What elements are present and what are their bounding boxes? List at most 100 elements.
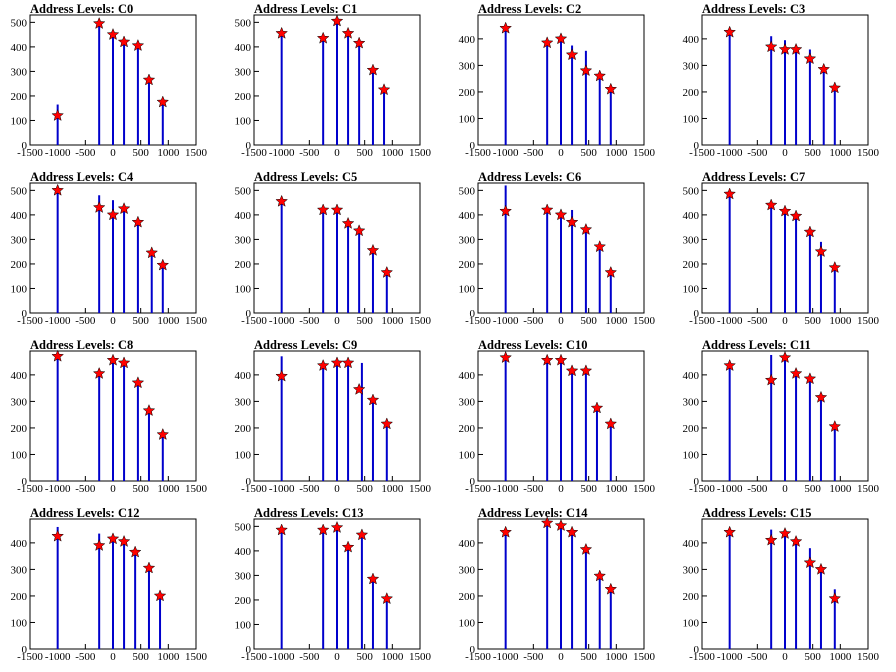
x-tick-label: -1500 [241,315,267,327]
histogram-bar [784,40,786,145]
peak-star-marker [352,224,366,237]
x-tick-label: 1500 [633,147,656,159]
histogram-bar [819,396,822,481]
peak-star-marker [366,572,380,585]
x-tick-label: 1500 [185,483,208,495]
x-tick-label: 500 [356,483,373,495]
y-tick-label: 400 [459,370,476,382]
peak-star-marker [156,95,170,108]
y-tick-label: 400 [683,538,700,550]
x-tick-label: -1000 [493,315,519,327]
histogram-bar [560,524,562,649]
x-tick-label: 500 [804,483,821,495]
histogram-bar [98,22,101,145]
peak-star-marker [814,390,828,403]
x-tick-label: 0 [782,483,788,495]
histogram-bar [358,41,361,145]
y-tick-label: 100 [459,113,476,125]
x-tick-label: 1500 [185,651,208,663]
peak-star-marker [330,14,344,27]
x-tick-label: 500 [132,483,149,495]
y-tick-label: 500 [11,185,28,197]
chart-panel: Address Levels: C6 0 100 200 300 400 500 -1500-… [448,168,672,336]
x-tick-label: 500 [804,651,821,663]
peak-star-marker [156,427,170,440]
y-tick-label: 400 [459,538,476,550]
histogram-bar [336,526,338,649]
peak-star-marker [106,27,120,41]
y-tick-label: 300 [11,396,28,408]
histogram-bar [584,369,587,481]
x-tick-label: 500 [356,147,373,159]
histogram-bar [808,377,811,481]
peak-star-marker [380,265,394,278]
chart-svg: Address Levels: C15 0 100 200 300 400 -1500 -10… [683,506,880,663]
x-tick-label: -1000 [717,651,743,663]
peak-star-marker [828,81,842,94]
histogram-bar [347,32,350,145]
histogram-bar [571,530,574,649]
x-tick-label: -1500 [241,147,267,159]
x-tick-label: 0 [110,147,116,159]
peak-star-marker [275,26,289,39]
x-tick-label: 1500 [857,651,880,663]
histogram-bar [322,37,325,145]
x-tick-label: 1000 [605,483,628,495]
x-tick-label: -500 [299,483,320,495]
y-tick-label: 400 [459,34,476,46]
x-tick-label: 0 [558,147,564,159]
x-tick-label: -500 [523,651,544,663]
histogram-bar [833,266,836,313]
y-tick-label: 200 [235,91,252,103]
histogram-bar [336,208,338,313]
y-tick-label: 400 [235,42,252,54]
y-tick-label: 100 [459,449,476,461]
chart-svg: Address Levels: C00100200300400500-1500-… [11,2,208,159]
histogram-bar [371,577,374,649]
histogram-bar [770,529,773,649]
chart-title: Address Levels: C12 [30,506,140,520]
histogram-bar [98,195,101,313]
peak-star-marker [828,419,842,433]
peak-star-marker [142,404,156,417]
x-tick-label: -1500 [689,315,715,327]
chart-svg: Address Levels: C11 0 100 200 300 400 -1500 -10… [683,338,880,495]
x-tick-label: 1500 [185,147,208,159]
x-tick-label: 0 [782,147,788,159]
histogram-bar [795,45,798,145]
x-tick-label: -1000 [269,651,295,663]
chart-svg: Address Levels: C10 0 100 200 300 400 -1500 -10… [459,338,656,495]
y-tick-label: 200 [683,591,700,603]
histogram-bar [358,228,361,313]
peak-star-marker [341,26,355,39]
peak-star-marker [554,32,568,45]
y-tick-label: 300 [683,396,700,408]
histogram-bar [385,422,388,481]
peak-star-marker [380,417,394,430]
peak-star-marker [817,62,831,75]
histogram-bar [609,87,612,145]
y-tick-label: 300 [683,564,700,576]
x-tick-label: 1000 [605,147,628,159]
peak-star-marker [51,183,65,196]
chart-panel: Address Levels: C2 0 100 200 300 400 -1500 -100… [448,0,672,168]
chart-svg: Address Levels: C40100200300400500-1500-… [11,170,208,327]
histogram-bar [598,245,601,313]
peak-star-marker [803,556,817,569]
histogram-bar [546,358,549,481]
y-tick-label: 0 [694,476,700,488]
histogram-bar [504,356,507,481]
x-tick-label: -500 [747,483,768,495]
y-tick-label: 300 [11,234,28,246]
x-tick-label: 1500 [409,483,432,495]
y-tick-label: 200 [459,423,476,435]
peak-star-marker [117,202,131,215]
peak-star-marker [764,40,778,53]
peak-star-marker [131,215,145,228]
x-tick-label: 1500 [409,315,432,327]
x-tick-label: 1000 [157,315,180,327]
histogram-bar [808,49,811,146]
peak-star-marker [142,73,156,86]
x-tick-label: 1000 [605,651,628,663]
y-tick-label: 500 [459,185,476,197]
